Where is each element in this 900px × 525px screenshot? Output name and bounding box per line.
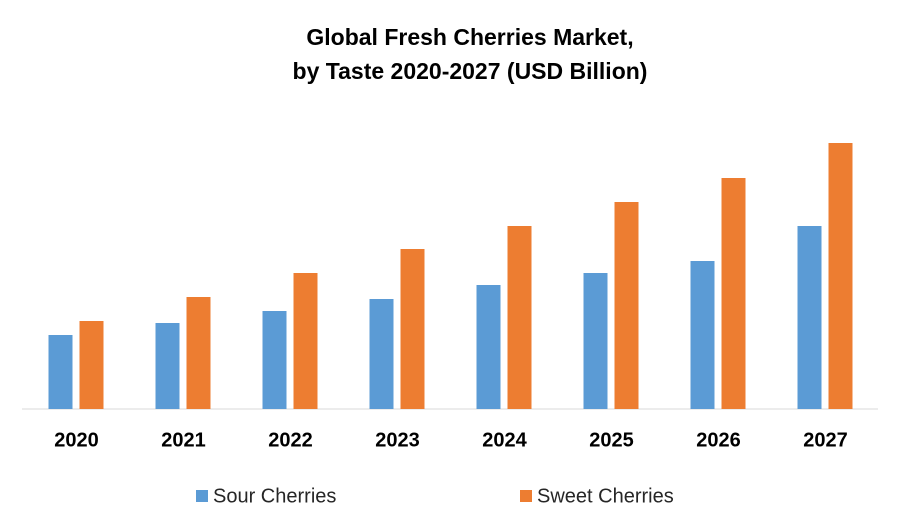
x-tick-label: 2021 bbox=[161, 429, 206, 451]
x-tick-label: 2025 bbox=[589, 429, 634, 451]
chart-subtitle: by Taste 2020-2027 (USD Billion) bbox=[293, 58, 648, 84]
bar bbox=[155, 323, 180, 409]
legend-label: Sweet Cherries bbox=[537, 485, 674, 507]
bar bbox=[262, 311, 287, 409]
bar bbox=[400, 249, 425, 409]
bar bbox=[476, 285, 501, 409]
bar bbox=[721, 178, 746, 409]
legend-swatch bbox=[196, 490, 208, 502]
bar bbox=[614, 202, 639, 409]
bar bbox=[507, 226, 532, 409]
bar bbox=[690, 261, 715, 409]
x-tick-label: 2020 bbox=[54, 429, 99, 451]
chart-title: Global Fresh Cherries Market, bbox=[306, 24, 633, 50]
legend-label: Sour Cherries bbox=[213, 485, 336, 507]
bar bbox=[369, 299, 394, 409]
bar bbox=[79, 321, 104, 409]
x-tick-label: 2024 bbox=[482, 429, 527, 451]
x-tick-label: 2022 bbox=[268, 429, 313, 451]
bar bbox=[583, 273, 608, 409]
bar bbox=[828, 143, 853, 409]
bar bbox=[797, 226, 822, 409]
x-tick-label: 2026 bbox=[696, 429, 741, 451]
x-tick-label: 2023 bbox=[375, 429, 420, 451]
bar bbox=[48, 335, 73, 409]
bar bbox=[186, 297, 211, 409]
legend-swatch bbox=[520, 490, 532, 502]
bar bbox=[293, 273, 318, 409]
x-tick-label: 2027 bbox=[803, 429, 848, 451]
